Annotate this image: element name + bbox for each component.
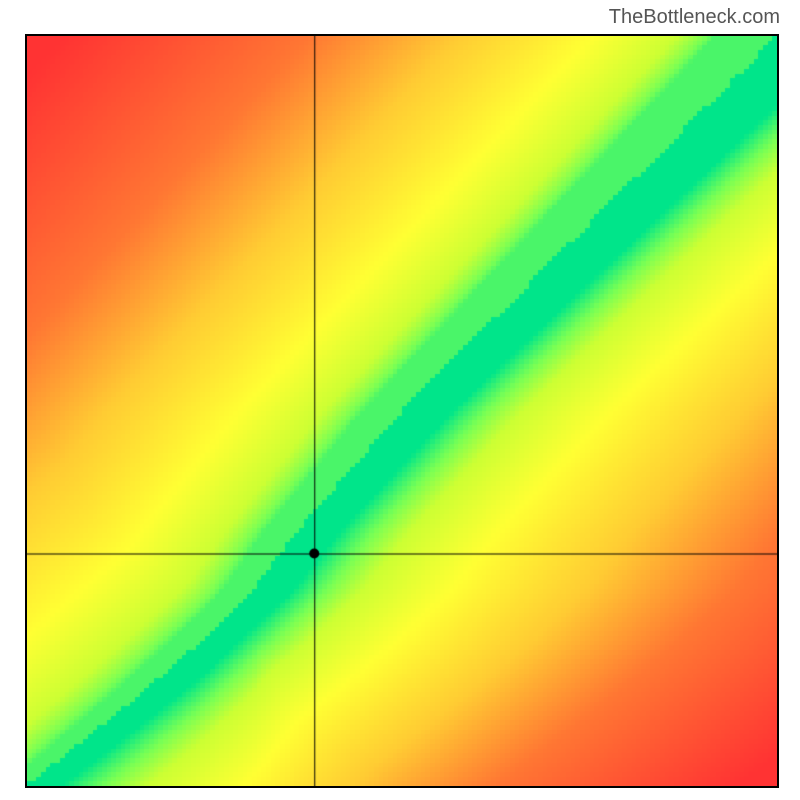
bottleneck-heatmap: [25, 34, 779, 788]
chart-container: TheBottleneck.com: [0, 0, 800, 800]
attribution-text: TheBottleneck.com: [609, 6, 780, 29]
